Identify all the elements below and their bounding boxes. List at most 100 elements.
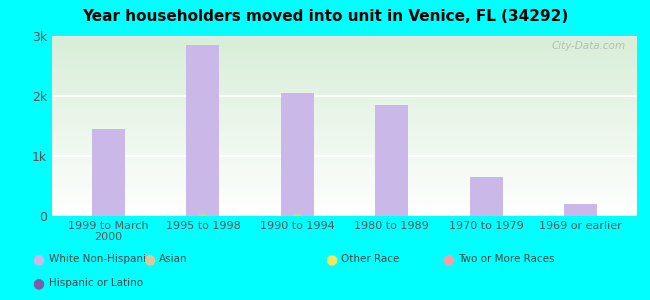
Bar <box>52 173 637 175</box>
Bar <box>52 178 637 180</box>
Bar <box>375 105 408 216</box>
Text: Hispanic or Latino: Hispanic or Latino <box>49 278 143 289</box>
Bar <box>52 182 637 184</box>
Bar <box>52 101 637 103</box>
Bar <box>52 79 637 81</box>
Bar <box>199 214 207 216</box>
Bar <box>52 83 637 85</box>
Bar <box>52 124 637 126</box>
Bar <box>52 63 637 65</box>
Bar <box>52 70 637 72</box>
Text: ●: ● <box>325 253 337 266</box>
Bar <box>52 115 637 117</box>
Bar <box>52 108 637 110</box>
Bar <box>52 158 637 160</box>
Bar <box>52 212 637 214</box>
Bar <box>52 214 637 216</box>
Bar <box>52 61 637 63</box>
Bar <box>187 45 220 216</box>
Bar <box>52 92 637 94</box>
Bar <box>52 207 637 209</box>
Bar <box>52 117 637 119</box>
Bar <box>52 90 637 92</box>
Bar <box>52 171 637 173</box>
Bar <box>52 99 637 101</box>
Bar <box>52 142 637 144</box>
Bar <box>52 126 637 128</box>
Bar <box>52 144 637 146</box>
Bar <box>52 205 637 207</box>
Text: Year householders moved into unit in Venice, FL (34292): Year householders moved into unit in Ven… <box>82 9 568 24</box>
Bar <box>52 196 637 198</box>
Bar <box>52 191 637 193</box>
Bar <box>52 162 637 164</box>
Bar <box>52 209 637 211</box>
Bar <box>52 47 637 49</box>
Bar <box>52 106 637 108</box>
Bar <box>52 198 637 200</box>
Bar <box>52 164 637 166</box>
Bar <box>52 41 637 43</box>
Text: Asian: Asian <box>159 254 188 265</box>
Text: Two or More Races: Two or More Races <box>458 254 554 265</box>
Bar <box>52 137 637 139</box>
Bar <box>52 45 637 47</box>
Bar <box>52 49 637 50</box>
Bar <box>52 85 637 86</box>
Bar <box>52 160 637 162</box>
Bar <box>52 187 637 189</box>
Bar <box>52 140 637 142</box>
Text: ●: ● <box>442 253 454 266</box>
Bar <box>52 77 637 79</box>
Bar <box>52 167 637 169</box>
Bar <box>52 175 637 176</box>
Bar <box>52 104 637 106</box>
Bar <box>52 148 637 149</box>
Bar <box>52 202 637 203</box>
Bar <box>52 54 637 56</box>
Bar <box>52 56 637 58</box>
Bar <box>52 155 637 157</box>
Bar <box>52 68 637 70</box>
Bar <box>52 65 637 67</box>
Bar <box>52 139 637 140</box>
Bar <box>52 38 637 40</box>
Bar <box>281 93 314 216</box>
Bar <box>52 121 637 122</box>
Text: ●: ● <box>143 253 155 266</box>
Bar <box>52 94 637 95</box>
Bar <box>52 97 637 99</box>
Text: White Non-Hispanic: White Non-Hispanic <box>49 254 151 265</box>
Bar <box>52 130 637 131</box>
Bar <box>52 133 637 135</box>
Bar <box>52 149 637 151</box>
Bar <box>52 146 637 148</box>
Text: ●: ● <box>32 253 45 266</box>
Bar <box>52 86 637 88</box>
Text: Other Race: Other Race <box>341 254 400 265</box>
Bar <box>469 177 502 216</box>
Text: City-Data.com: City-Data.com <box>551 41 625 51</box>
Bar <box>52 67 637 68</box>
Bar <box>52 203 637 205</box>
Text: ●: ● <box>32 277 45 290</box>
Bar <box>52 128 637 130</box>
Bar <box>52 151 637 153</box>
Bar <box>52 189 637 191</box>
Bar <box>52 135 637 137</box>
Bar <box>52 193 637 194</box>
Bar <box>52 119 637 121</box>
Bar <box>52 43 637 45</box>
Bar <box>92 129 125 216</box>
Bar <box>52 157 637 158</box>
Bar <box>52 110 637 112</box>
Bar <box>52 185 637 187</box>
Bar <box>52 176 637 178</box>
Bar <box>52 211 637 212</box>
Bar <box>52 74 637 76</box>
Bar <box>52 122 637 124</box>
Bar <box>293 214 302 216</box>
Bar <box>52 153 637 155</box>
Bar <box>52 169 637 171</box>
Bar <box>52 131 637 133</box>
